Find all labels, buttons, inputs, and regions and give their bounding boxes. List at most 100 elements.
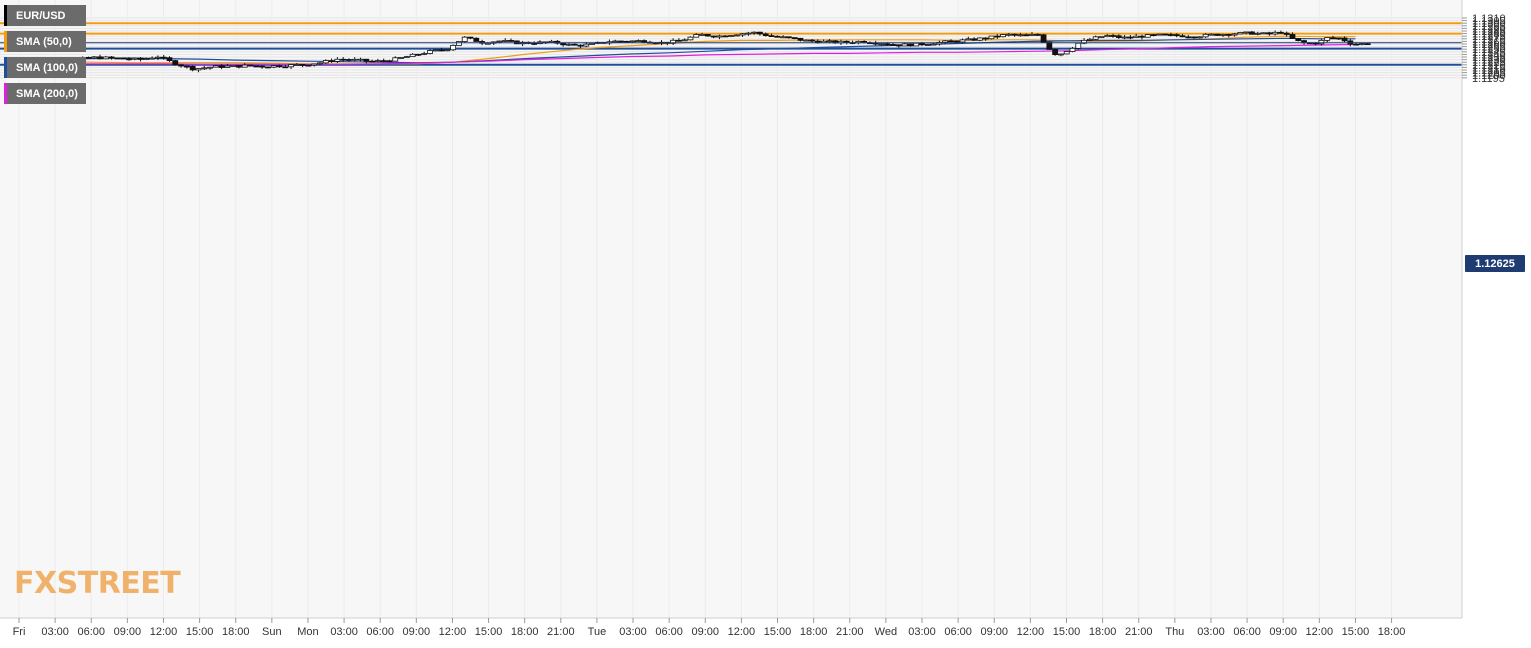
candle-body bbox=[1335, 37, 1342, 40]
x-tick-label: 15:00 bbox=[1342, 626, 1370, 638]
candle-body bbox=[930, 43, 937, 46]
fxstreet-logo: FXSTREET bbox=[14, 566, 181, 601]
candle-body bbox=[166, 57, 173, 61]
candle-body bbox=[1034, 33, 1041, 36]
candle-body bbox=[461, 36, 468, 42]
candle-body bbox=[334, 58, 341, 62]
candle-body bbox=[259, 65, 266, 68]
legend-item-sma-50[interactable]: SMA (50,0) bbox=[4, 31, 86, 52]
candle-body bbox=[1011, 33, 1018, 36]
y-tick-label: 1.1250 bbox=[1472, 44, 1506, 56]
candle-body bbox=[907, 43, 914, 47]
candle-body bbox=[1179, 35, 1186, 38]
candle-body bbox=[739, 33, 746, 36]
candle-body bbox=[97, 56, 103, 60]
candle-body bbox=[1324, 37, 1331, 41]
candle-body bbox=[189, 65, 196, 71]
candle-body bbox=[293, 64, 300, 66]
candle-body bbox=[982, 37, 989, 40]
candle-body bbox=[780, 36, 786, 39]
candle-body bbox=[253, 65, 260, 68]
x-tick-label: 06:00 bbox=[655, 626, 683, 638]
candle-body bbox=[108, 56, 115, 59]
candle-body bbox=[322, 60, 329, 64]
candle-body bbox=[988, 35, 995, 40]
candle-body bbox=[155, 56, 161, 59]
candle-body bbox=[1295, 38, 1302, 41]
candle-body bbox=[386, 60, 393, 63]
x-tick-label: 18:00 bbox=[222, 626, 250, 638]
candle-body bbox=[1220, 33, 1226, 36]
candle-body bbox=[1046, 41, 1053, 50]
candle-body bbox=[583, 43, 590, 47]
candle-body bbox=[351, 58, 358, 61]
candles bbox=[16, 30, 1371, 73]
candle-body bbox=[265, 66, 271, 69]
candle-body bbox=[693, 34, 700, 38]
legend-item-sma-200[interactable]: SMA (200,0) bbox=[4, 83, 86, 104]
candle-body bbox=[890, 44, 896, 46]
candle-body bbox=[1058, 53, 1064, 56]
x-tick-label: Tue bbox=[588, 626, 607, 638]
x-tick-label: 06:00 bbox=[944, 626, 972, 638]
candle-body bbox=[1000, 34, 1006, 38]
candle-body bbox=[172, 60, 179, 66]
candle-body bbox=[1359, 43, 1365, 46]
candle-body bbox=[1127, 36, 1134, 39]
x-tick-label: 09:00 bbox=[114, 626, 142, 638]
candle-body bbox=[1318, 39, 1325, 45]
candle-body bbox=[247, 64, 254, 67]
candle-body bbox=[340, 58, 347, 61]
candle-body bbox=[1133, 35, 1140, 38]
candle-body bbox=[728, 35, 734, 37]
candle-body bbox=[1052, 49, 1059, 56]
y-tick-label: 1.1230 bbox=[1472, 55, 1506, 67]
candle-body bbox=[149, 57, 156, 60]
candle-body bbox=[612, 40, 619, 43]
candle-body bbox=[484, 42, 491, 45]
x-tick-label: 03:00 bbox=[619, 626, 647, 638]
legend-swatch bbox=[4, 31, 7, 52]
candle-body bbox=[803, 39, 810, 42]
moving-averages bbox=[18, 35, 1356, 65]
candle-body bbox=[288, 64, 294, 68]
candle-body bbox=[971, 38, 977, 41]
legend-label: SMA (50,0) bbox=[16, 35, 72, 48]
x-tick-label: 12:00 bbox=[439, 626, 467, 638]
candle-body bbox=[953, 40, 960, 43]
candle-body bbox=[398, 57, 404, 59]
y-tick-label: 1.1205 bbox=[1472, 68, 1506, 80]
candle-body bbox=[716, 35, 723, 38]
candle-body bbox=[1254, 32, 1261, 35]
x-tick-label: 15:00 bbox=[475, 626, 503, 638]
candle-body bbox=[85, 56, 92, 59]
candle-body bbox=[126, 58, 132, 61]
x-tick-label: Thu bbox=[1165, 626, 1184, 638]
candle-body bbox=[1121, 36, 1128, 39]
candle-body bbox=[826, 40, 833, 43]
y-tick-label: 1.1270 bbox=[1472, 34, 1506, 46]
candle-body bbox=[91, 56, 98, 59]
candle-body bbox=[1081, 39, 1087, 44]
y-tick-label: 1.1300 bbox=[1472, 18, 1506, 30]
y-tick-label: 1.1295 bbox=[1472, 21, 1506, 33]
legend: EUR/USD SMA (50,0) SMA (100,0) SMA (200,… bbox=[4, 5, 86, 109]
x-tick-label: Sun bbox=[262, 626, 282, 638]
candle-body bbox=[1092, 36, 1099, 40]
legend-item-sma-100[interactable]: SMA (100,0) bbox=[4, 57, 86, 78]
candle-body bbox=[994, 35, 1001, 38]
candle-body bbox=[1029, 33, 1035, 36]
candle-body bbox=[623, 40, 630, 43]
x-tick-label: 12:00 bbox=[150, 626, 178, 638]
plot-background bbox=[0, 0, 1462, 618]
y-tick-label: 1.1275 bbox=[1472, 31, 1506, 43]
candle-body bbox=[143, 58, 150, 60]
candle-body bbox=[1225, 33, 1232, 36]
y-tick-label: 1.1220 bbox=[1472, 60, 1506, 72]
candle-body bbox=[317, 62, 323, 65]
candle-body bbox=[328, 60, 335, 62]
candle-body bbox=[276, 65, 283, 68]
legend-item-eurusd[interactable]: EUR/USD bbox=[4, 5, 86, 26]
candle-body bbox=[282, 66, 289, 69]
